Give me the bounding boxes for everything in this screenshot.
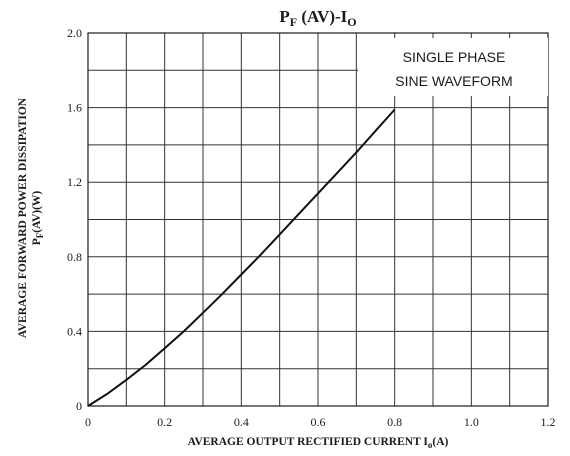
y-tick-label: 1.2 [67,175,82,189]
y-tick-label: 0 [76,399,82,413]
plot-frame [87,32,549,407]
x-tick-label: 0.6 [311,415,326,429]
y-tick-label: 2.0 [67,26,82,40]
y-tick-label: 0.8 [67,250,82,264]
y-tick-label: 1.6 [67,101,82,115]
x-tick-label: 0.2 [157,415,172,429]
y-axis-label-line1: AVERAGE FORWARD POWER DISSIPATION [17,97,29,338]
x-tick-label: 0.8 [387,415,402,429]
x-axis-label: AVERAGE OUTPUT RECTIFIED CURRENT Io(A) [188,436,449,450]
y-tick-labels: 0 0.4 0.8 1.2 1.6 2.0 [67,26,82,413]
x-tick-label: 0 [85,415,91,429]
x-tick-labels: 0 0.2 0.4 0.6 0.8 1.0 1.2 [85,415,556,429]
x-tick-label: 1.0 [464,415,479,429]
annotation-line2: SINE WAVEFORM [395,73,512,89]
y-axis-label-line2: PF(AV)(W) [31,191,45,246]
x-tick-label: 0.4 [234,415,249,429]
x-tick-label: 1.2 [541,415,556,429]
chart-title: PF (AV)-IO [279,7,356,29]
annotation-line1: SINGLE PHASE [403,49,506,65]
y-tick-label: 0.4 [67,324,82,338]
series-line [87,108,396,407]
annotation-backdrop [358,38,548,96]
